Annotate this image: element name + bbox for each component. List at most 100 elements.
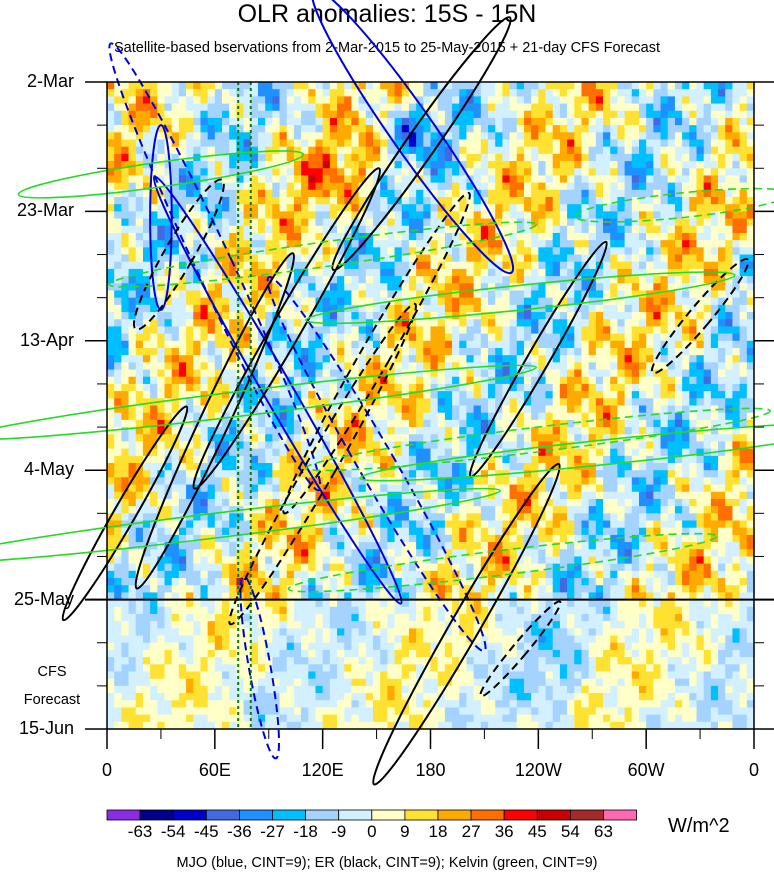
- heatmap-cell: [710, 197, 719, 205]
- heatmap-cell: [674, 283, 683, 292]
- heatmap-cell: [200, 391, 209, 399]
- heatmap-cell: [430, 362, 439, 371]
- heatmap-cell: [150, 218, 158, 227]
- heatmap-cell: [322, 139, 331, 148]
- heatmap-cell: [509, 146, 518, 155]
- heatmap-cell: [322, 103, 331, 112]
- heatmap-cell: [365, 125, 374, 133]
- heatmap-cell: [653, 290, 662, 299]
- heatmap-cell: [581, 391, 590, 399]
- heatmap-cell: [610, 312, 619, 320]
- heatmap-cell: [502, 232, 511, 241]
- heatmap-cell: [114, 117, 122, 126]
- heatmap-cell: [523, 441, 532, 450]
- heatmap-cell: [279, 125, 288, 133]
- heatmap-cell: [286, 455, 295, 464]
- heatmap-cell: [358, 247, 367, 256]
- heatmap-cell: [279, 376, 288, 385]
- heatmap-cell: [466, 204, 475, 212]
- heatmap-cell: [408, 383, 417, 392]
- heatmap-cell: [408, 347, 417, 356]
- heatmap-cell: [423, 398, 432, 407]
- heatmap-cell: [502, 441, 511, 450]
- heatmap-cell: [595, 197, 604, 205]
- heatmap-cell: [595, 347, 604, 356]
- heatmap-cell: [114, 197, 122, 205]
- heatmap-cell: [408, 261, 417, 270]
- heatmap-cell: [408, 232, 417, 241]
- heatmap-cell: [387, 268, 396, 277]
- heatmap-cell: [121, 297, 130, 306]
- heatmap-cell: [214, 304, 223, 313]
- heatmap-cell: [631, 211, 640, 220]
- heatmap-cell: [488, 117, 496, 126]
- heatmap-cell: [444, 419, 453, 428]
- heatmap-cell: [725, 89, 734, 97]
- heatmap-cell: [107, 168, 115, 177]
- heatmap-cell: [351, 232, 360, 241]
- heatmap-cell: [552, 182, 561, 191]
- heatmap-cell: [452, 391, 460, 399]
- heatmap-cell: [459, 132, 468, 141]
- heatmap-cell: [372, 405, 381, 414]
- heatmap-cell: [337, 197, 345, 205]
- heatmap-cell: [107, 125, 115, 133]
- heatmap-cell: [653, 168, 662, 177]
- heatmap-cell: [279, 204, 288, 212]
- heatmap-cell: [667, 89, 676, 97]
- heatmap-cell: [387, 290, 396, 299]
- heatmap-cell: [452, 103, 460, 112]
- heatmap-cell: [710, 283, 719, 292]
- heatmap-cell: [603, 254, 611, 263]
- heatmap-cell: [674, 434, 683, 443]
- heatmap-cell: [157, 132, 166, 141]
- heatmap-cell: [329, 297, 338, 306]
- heatmap-cell: [265, 463, 273, 471]
- heatmap-cell: [459, 161, 468, 169]
- heatmap-cell: [603, 182, 611, 191]
- heatmap-cell: [718, 168, 726, 177]
- heatmap-cell: [674, 427, 683, 435]
- heatmap-cell: [660, 362, 669, 371]
- heatmap-cell: [222, 125, 230, 133]
- heatmap-cell: [107, 146, 115, 155]
- heatmap-cell: [516, 82, 525, 90]
- heatmap-cell: [473, 103, 482, 112]
- heatmap-cell: [480, 139, 489, 148]
- heatmap-cell: [171, 153, 180, 162]
- heatmap-cell: [725, 470, 734, 478]
- heatmap-cell: [552, 218, 561, 227]
- heatmap-cell: [559, 175, 568, 184]
- heatmap-cell: [401, 96, 410, 105]
- heatmap-cell: [107, 82, 115, 90]
- heatmap-cell: [559, 146, 568, 155]
- heatmap-cell: [186, 326, 194, 335]
- heatmap-cell: [581, 340, 590, 349]
- heatmap-cell: [667, 419, 676, 428]
- heatmap-cell: [624, 182, 633, 191]
- heatmap-cell: [193, 290, 202, 299]
- heatmap-cell: [265, 232, 273, 241]
- heatmap-cell: [358, 427, 367, 435]
- heatmap-cell: [646, 355, 654, 363]
- heatmap-cell: [358, 333, 367, 342]
- heatmap-cell: [229, 125, 237, 133]
- heatmap-cell: [236, 362, 245, 371]
- heatmap-cell: [387, 405, 396, 414]
- heatmap-cell: [128, 362, 137, 371]
- heatmap-cell: [222, 441, 230, 450]
- heatmap-cell: [387, 455, 396, 464]
- heatmap-cell: [538, 182, 547, 191]
- heatmap-cell: [279, 175, 288, 184]
- heatmap-cell: [207, 225, 216, 234]
- heatmap-cell: [653, 218, 662, 227]
- heatmap-cell: [344, 470, 353, 478]
- heatmap-cell: [646, 182, 654, 191]
- heatmap-cell: [178, 182, 187, 191]
- heatmap-cell: [739, 276, 748, 284]
- heatmap-cell: [696, 146, 705, 155]
- heatmap-cell: [660, 89, 669, 97]
- heatmap-cell: [444, 146, 453, 155]
- heatmap-cell: [574, 355, 583, 363]
- heatmap-cell: [257, 103, 266, 112]
